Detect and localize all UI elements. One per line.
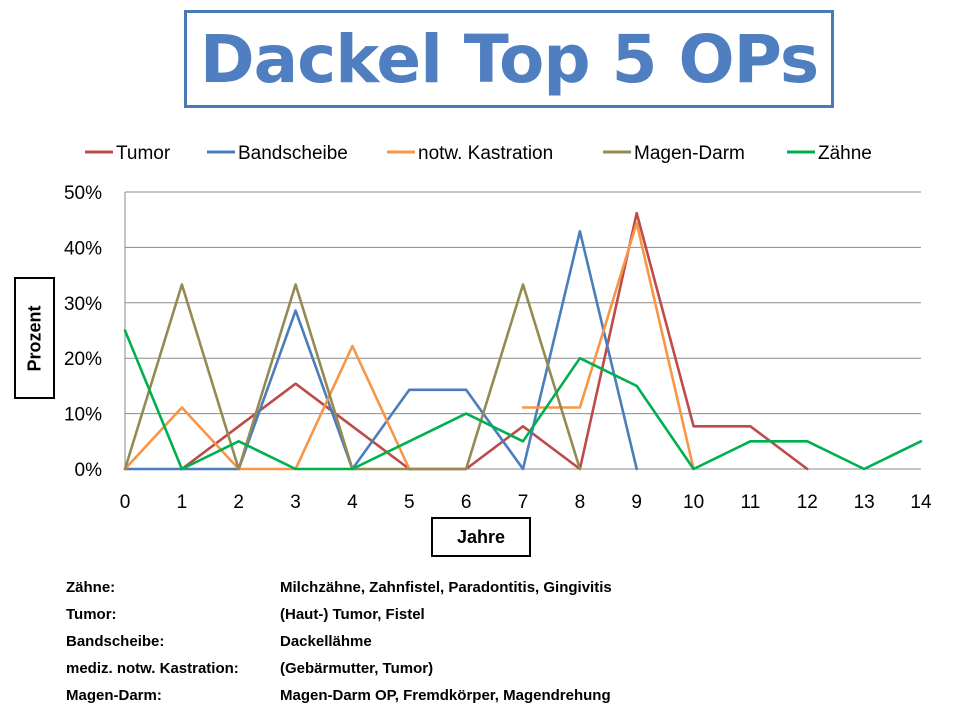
x-tick-label: 13 bbox=[854, 492, 875, 513]
series-line-magen-darm bbox=[123, 283, 582, 471]
legend-label: Tumor bbox=[116, 143, 171, 164]
x-tick-label: 9 bbox=[631, 492, 642, 513]
series-line-tumor bbox=[180, 211, 809, 471]
y-tick-label: 40% bbox=[64, 238, 102, 259]
note-row: Magen-Darm: Magen-Darm OP, Fremdkörper, … bbox=[66, 685, 926, 712]
note-key: Magen-Darm: bbox=[66, 687, 162, 704]
note-row: mediz. notw. Kastration: (Gebärmutter, T… bbox=[66, 658, 926, 685]
y-axis-label: Prozent bbox=[24, 304, 45, 372]
x-tick-label: 2 bbox=[233, 492, 244, 513]
x-tick-label: 10 bbox=[683, 492, 704, 513]
x-tick-label: 14 bbox=[910, 492, 932, 513]
note-value: Magen-Darm OP, Fremdkörper, Magendrehung bbox=[280, 687, 611, 704]
y-axis-ticks: 0% 10% 20% 30% 40% 50% bbox=[64, 183, 102, 481]
x-tick-label: 6 bbox=[461, 492, 472, 513]
y-tick-label: 30% bbox=[64, 294, 102, 315]
y-tick-label: 20% bbox=[64, 349, 102, 370]
x-tick-label: 1 bbox=[177, 492, 188, 513]
legend-label: Zähne bbox=[818, 143, 872, 164]
x-tick-label: 11 bbox=[741, 492, 761, 513]
legend-label: notw. Kastration bbox=[418, 143, 553, 164]
note-row: Tumor: (Haut-) Tumor, Fistel bbox=[66, 604, 926, 631]
note-key: Zähne: bbox=[66, 579, 116, 596]
y-tick-label: 50% bbox=[64, 183, 102, 204]
legend: Tumor Bandscheibe notw. Kastration Magen-Da… bbox=[85, 143, 872, 164]
legend-label: Magen-Darm bbox=[634, 143, 745, 164]
series-line-bandscheibe bbox=[123, 230, 638, 471]
legend-label: Bandscheibe bbox=[238, 143, 348, 164]
x-tick-label: 5 bbox=[404, 492, 415, 513]
x-tick-label: 8 bbox=[575, 492, 586, 513]
note-key: Bandscheibe: bbox=[66, 633, 165, 650]
line-chart: Tumor Bandscheibe notw. Kastration Magen-Da… bbox=[64, 143, 932, 513]
chart-title: Dackel Top 5 OPs bbox=[199, 20, 819, 98]
x-tick-label: 12 bbox=[797, 492, 818, 513]
note-row: Bandscheibe: Dackellähme bbox=[66, 631, 926, 658]
x-tick-label: 4 bbox=[347, 492, 358, 513]
title-box: Dackel Top 5 OPs bbox=[184, 10, 834, 108]
x-axis-label-box: Jahre bbox=[431, 517, 531, 557]
note-value: (Gebärmutter, Tumor) bbox=[280, 660, 434, 677]
series-line-notw-kastration bbox=[123, 221, 695, 471]
note-row: Zähne: Milchzähne, Zahnfistel, Paradonti… bbox=[66, 577, 926, 604]
x-axis-label: Jahre bbox=[456, 526, 506, 547]
series-line-zähne bbox=[123, 329, 923, 471]
y-tick-label: 0% bbox=[75, 460, 103, 481]
note-value: Milchzähne, Zahnfistel, Paradontitis, Gi… bbox=[280, 579, 612, 596]
x-tick-label: 0 bbox=[120, 492, 131, 513]
x-axis-ticks: 0 1 2 3 4 5 6 7 8 9 10 11 12 13 14 bbox=[120, 492, 932, 513]
note-value: Dackellähme bbox=[280, 633, 372, 650]
x-tick-label: 3 bbox=[290, 492, 301, 513]
y-axis-label-box: Prozent bbox=[14, 277, 55, 399]
note-value: (Haut-) Tumor, Fistel bbox=[280, 606, 425, 623]
series-lines bbox=[123, 211, 923, 471]
note-key: Tumor: bbox=[66, 606, 117, 623]
y-tick-label: 10% bbox=[64, 405, 102, 426]
category-notes: Zähne: Milchzähne, Zahnfistel, Paradonti… bbox=[66, 577, 926, 712]
note-key: mediz. notw. Kastration: bbox=[66, 660, 239, 677]
x-tick-label: 7 bbox=[518, 492, 529, 513]
